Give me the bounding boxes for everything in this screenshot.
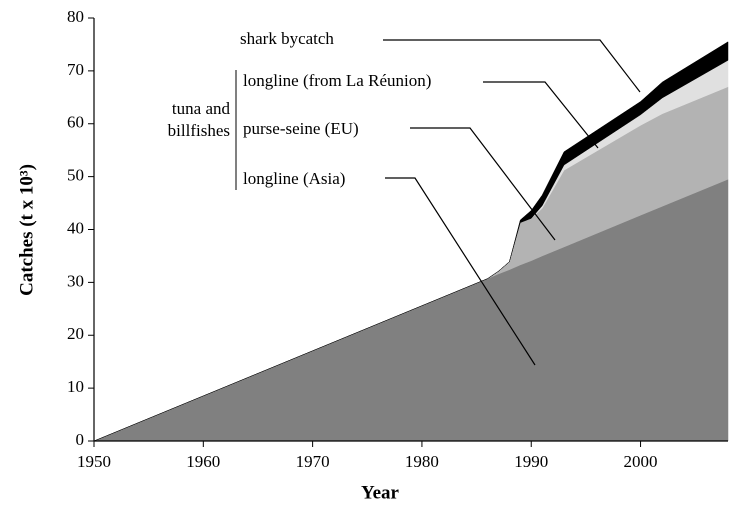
y-tick-label: 80: [67, 7, 84, 26]
leader-line: [383, 39, 641, 93]
group-label: tuna and: [172, 99, 231, 118]
x-tick-label: 1990: [514, 452, 548, 471]
y-tick-label: 40: [67, 218, 84, 237]
y-tick-label: 10: [67, 377, 84, 396]
group-label: billfishes: [168, 121, 230, 140]
y-tick-label: 30: [67, 271, 84, 290]
leader-line: [483, 81, 599, 149]
legend-label: purse-seine (EU): [243, 119, 359, 138]
x-tick-label: 1970: [296, 452, 330, 471]
legend-label: longline (from La Réunion): [243, 71, 431, 90]
leader-line: [410, 127, 556, 241]
x-axis-label: Year: [361, 482, 400, 503]
leader-line: [385, 177, 536, 366]
legend-label: shark bycatch: [240, 29, 334, 48]
x-tick-label: 1980: [405, 452, 439, 471]
x-tick-label: 1960: [186, 452, 220, 471]
y-tick-label: 50: [67, 166, 84, 185]
y-tick-label: 60: [67, 113, 84, 132]
x-tick-label: 2000: [624, 452, 658, 471]
legend-label: longline (Asia): [243, 169, 345, 188]
y-tick-label: 70: [67, 60, 84, 79]
y-tick-label: 20: [67, 324, 84, 343]
y-tick-label: 0: [76, 430, 85, 449]
x-tick-label: 1950: [77, 452, 111, 471]
y-axis-label: Catches (t x 10³): [16, 164, 37, 296]
area: [93, 41, 729, 442]
